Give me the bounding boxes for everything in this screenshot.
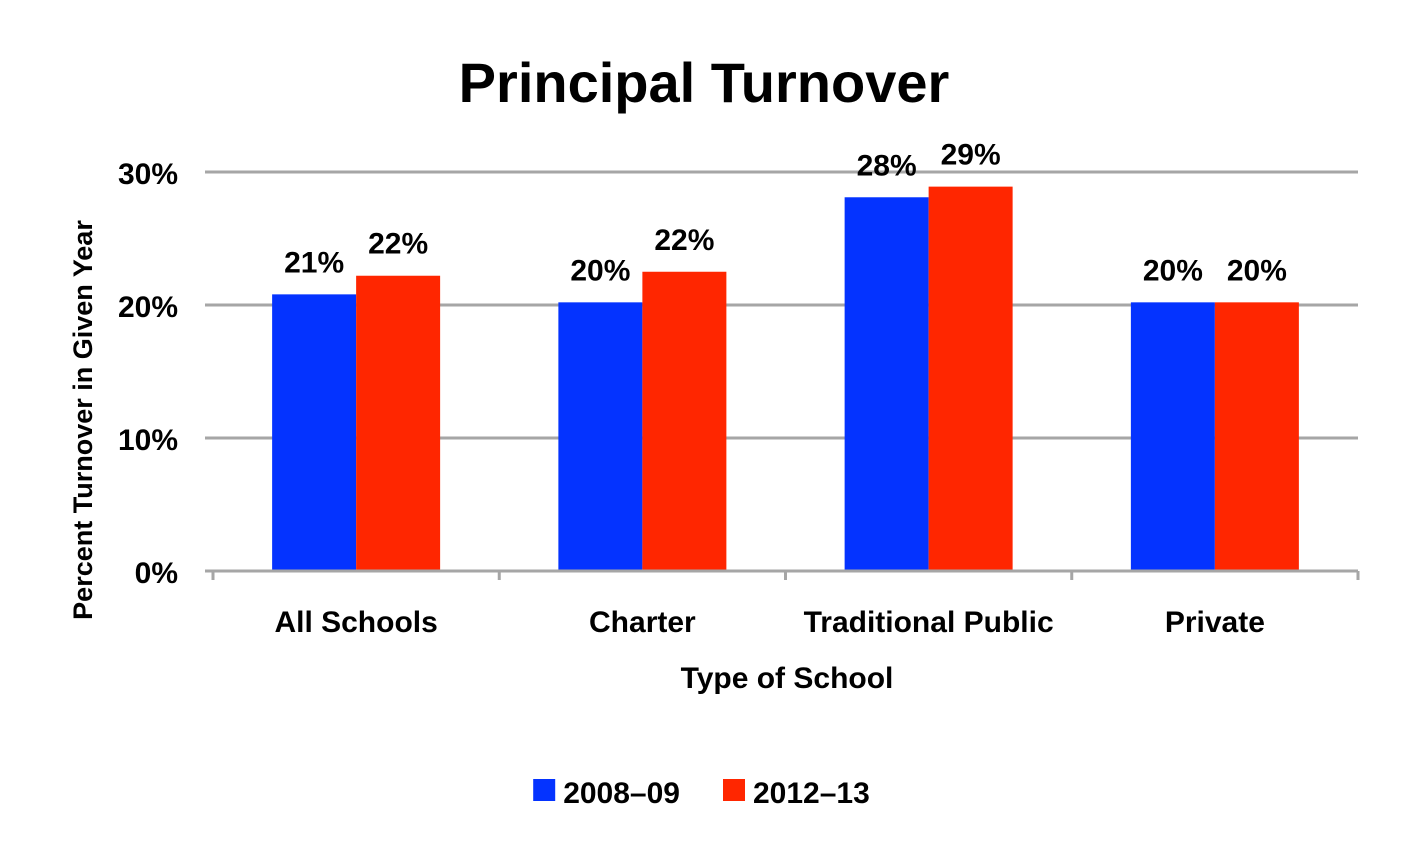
x-axis [205, 569, 1360, 580]
x-tick-labels: All Schools Charter Traditional Public Priv… [274, 606, 1264, 639]
bar [928, 186, 1013, 571]
data-labels: 21% 22% 20% 22% 28% 29% 20% 20% [284, 139, 1287, 288]
x-tick-label: Private [1165, 606, 1265, 639]
data-label: 20% [570, 254, 630, 287]
chart-title: Principal Turnover [459, 51, 950, 114]
legend-swatch [533, 779, 556, 801]
y-tick-label: 10% [118, 424, 178, 457]
data-label: 22% [368, 228, 428, 261]
bars [272, 186, 1299, 571]
data-label: 29% [941, 139, 1001, 172]
bar [272, 294, 357, 571]
data-label: 20% [1143, 254, 1203, 287]
bar [1130, 302, 1215, 571]
y-axis-label: Percent Turnover in Given Year [68, 220, 98, 620]
data-label: 21% [284, 246, 344, 279]
x-tick-label: All Schools [274, 606, 437, 639]
y-tick-labels: 0% 10% 20% 30% [118, 158, 178, 590]
legend: 2008–09 2012–13 [533, 777, 870, 810]
y-tick-label: 20% [118, 291, 178, 324]
data-label: 28% [857, 149, 917, 182]
bar [558, 302, 643, 571]
y-tick-label: 0% [135, 557, 178, 590]
bar [1214, 302, 1299, 571]
x-axis-label: Type of School [681, 662, 894, 695]
bar [844, 197, 929, 571]
legend-label: 2008–09 [563, 777, 680, 810]
bar [356, 275, 441, 571]
data-label: 20% [1227, 254, 1287, 287]
data-label: 22% [654, 224, 714, 257]
bar [642, 271, 727, 571]
x-tick-label: Traditional Public [804, 606, 1054, 639]
y-tick-label: 30% [118, 158, 178, 191]
legend-swatch [723, 779, 745, 801]
legend-label: 2012–13 [753, 777, 870, 810]
x-tick-label: Charter [589, 606, 696, 639]
